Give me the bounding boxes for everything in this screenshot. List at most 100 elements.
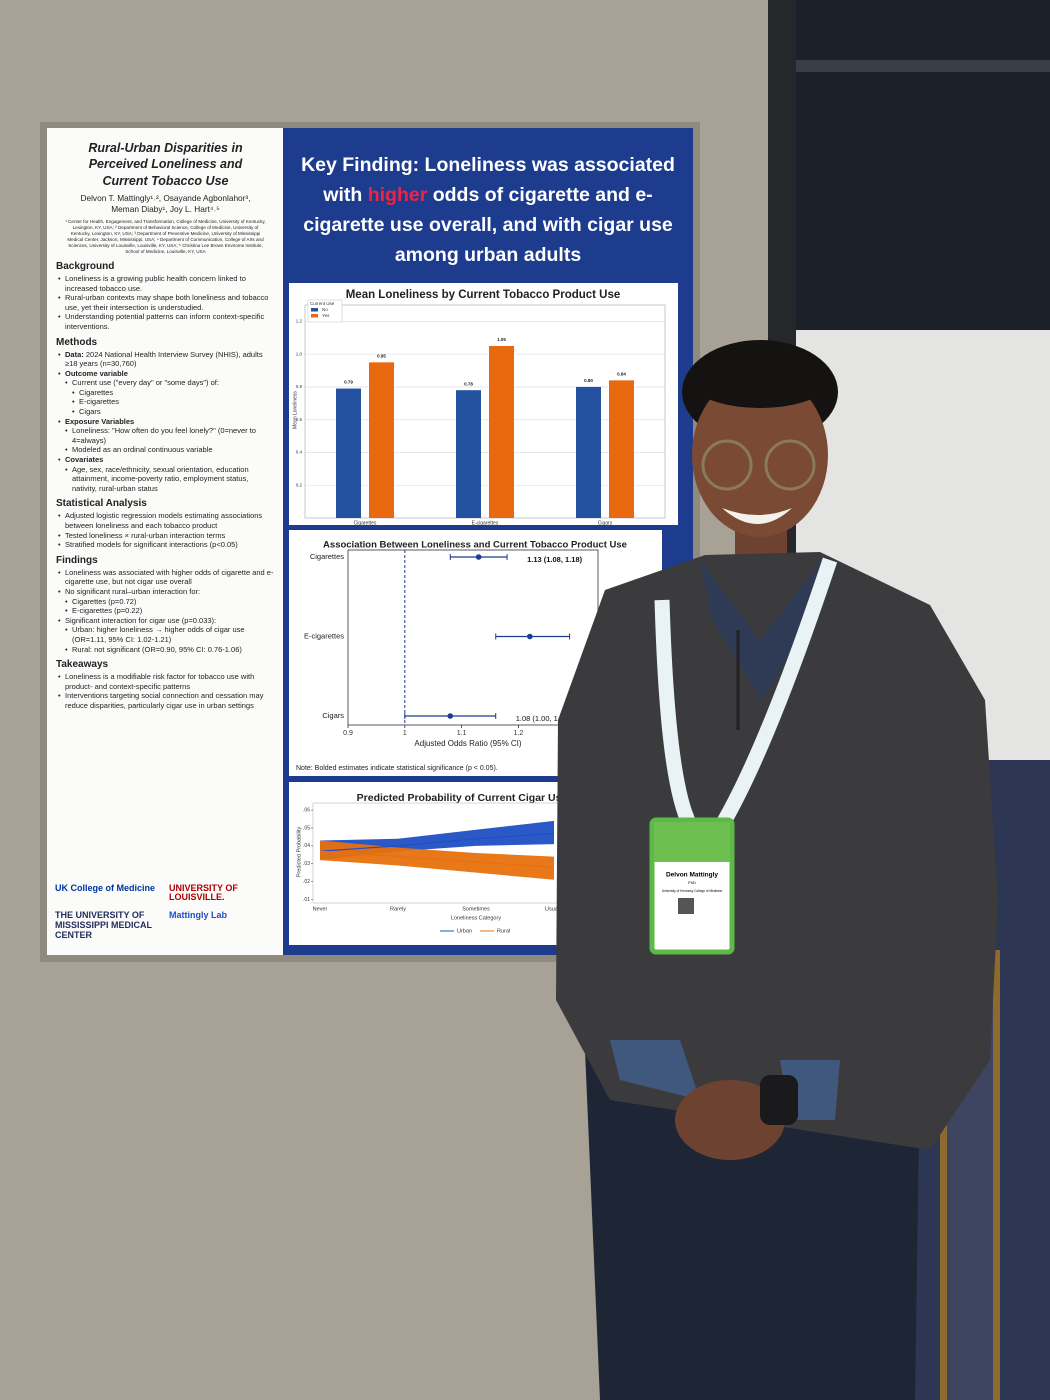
- x-tick-label: Rarely: [390, 906, 406, 912]
- item-text: Loneliness is a modifiable risk factor f…: [65, 672, 255, 691]
- item-text: Modeled as an ordinal continuous variabl…: [72, 445, 213, 455]
- hands: [675, 1080, 785, 1160]
- list-item: Loneliness is a growing public health co…: [56, 274, 275, 293]
- smile: [722, 508, 792, 524]
- line: [319, 850, 555, 868]
- item-text: Cigarettes: [79, 387, 114, 397]
- list-item: Interventions targeting social connectio…: [56, 691, 275, 710]
- list-item: Data: 2024 National Health Interview Sur…: [56, 350, 275, 369]
- poster-title: Rural-Urban Disparities in Perceived Lon…: [88, 141, 243, 188]
- x-tick-label: 1.1: [457, 730, 467, 737]
- y-tick-label: .01: [303, 897, 310, 903]
- y-tick-label: Cigars: [322, 711, 344, 720]
- x-tick-label: 0.9: [343, 730, 353, 737]
- y-tick-label: 0.6: [296, 417, 303, 422]
- value-label: 0.79: [344, 380, 353, 385]
- item-text: Stratified models for significant intera…: [65, 540, 238, 550]
- logo: UK College of Medicine: [55, 882, 156, 893]
- list-item: Age, sex, race/ethnicity, sexual orienta…: [63, 465, 275, 494]
- item-text: Loneliness was associated with higher od…: [65, 567, 274, 587]
- legend-swatch: [311, 308, 318, 312]
- legend-title: Current Use: [310, 301, 335, 306]
- value-label: 0.78: [464, 381, 473, 386]
- list-item: Cigarettes (p=0.72): [63, 597, 275, 607]
- bar: [369, 362, 394, 518]
- section-heading: Takeaways: [56, 659, 109, 671]
- value-label: 1.05: [497, 337, 506, 342]
- list-item: Tested loneliness × rural-urban interact…: [56, 531, 275, 541]
- hairline: [688, 348, 832, 408]
- x-tick-label: 1.2: [514, 730, 524, 737]
- list-item: Cigarettes: [70, 388, 275, 398]
- chart-title: Predicted Probability of Current Cigar U…: [357, 792, 568, 804]
- bar: [576, 386, 601, 518]
- item-text: 2024 National Health Interview Survey (N…: [65, 349, 263, 369]
- point-estimate: [475, 554, 482, 560]
- value-label: 1.13 (1.08, 1.18): [527, 555, 583, 564]
- qr-code: [678, 898, 694, 914]
- legend-label: Yes: [322, 313, 330, 318]
- bar: [489, 345, 514, 518]
- key-finding-highlight: higher: [367, 184, 428, 206]
- legend-swatch: [311, 314, 318, 318]
- legend-label: No: [322, 307, 328, 312]
- item-text: E-cigarettes (p=0.22): [72, 606, 143, 616]
- x-tick-label: Never: [313, 906, 328, 912]
- ceiling: [775, 0, 1050, 330]
- logo: Mattingly Lab: [169, 910, 227, 921]
- item-text: No significant rural–urban interaction f…: [65, 586, 201, 596]
- item-text: Adjusted logistic regression models esti…: [65, 511, 263, 530]
- key-finding-text: Key Finding: Loneliness was associated w…: [301, 154, 675, 206]
- item-label: Outcome variable: [65, 368, 128, 378]
- item-text: Loneliness: "How often do you feel lonel…: [72, 426, 256, 445]
- plot-frame: [304, 304, 666, 519]
- badge-degree: PhD: [688, 880, 696, 885]
- list-item: Cigars: [70, 407, 275, 417]
- x-tick-label: E-cigarettes: [472, 520, 499, 526]
- lanyard: [654, 599, 697, 829]
- poster-left-column: Rural-Urban Disparities in Perceived Lon…: [47, 128, 283, 955]
- x-tick-label: 1: [403, 730, 407, 737]
- item-text: Current use ("every day" or "some days")…: [72, 378, 219, 388]
- section-heading: Methods: [56, 336, 98, 348]
- lanyard: [715, 557, 838, 829]
- item-text: E-cigarettes: [79, 397, 120, 407]
- y-tick-label: .02: [303, 879, 310, 885]
- confidence-band: [320, 840, 554, 880]
- logos: UK College of Medicine UNIVERSITY OF LOUI…: [55, 882, 277, 941]
- list-item: Covariates: [56, 455, 275, 465]
- list-item: E-cigarettes (p=0.22): [63, 606, 275, 616]
- badge-header: [654, 822, 730, 862]
- y-tick-label: 0.2: [296, 482, 303, 487]
- list-item: Modeled as an ordinal continuous variabl…: [63, 445, 275, 455]
- face: [692, 373, 828, 537]
- list-item: Stratified models for significant intera…: [56, 540, 275, 550]
- x-axis-label: Loneliness Category: [451, 915, 501, 921]
- badge-affiliation: University of Kentucky College of Medici…: [662, 889, 723, 893]
- item-text: Age, sex, race/ethnicity, sexual orienta…: [72, 464, 249, 493]
- ceiling-truss: [795, 60, 1050, 72]
- item-text: Loneliness is a growing public health co…: [65, 273, 246, 293]
- key-finding: Key Finding: Loneliness was associated w…: [283, 128, 693, 278]
- list-item: Loneliness: "How often do you feel lonel…: [63, 426, 275, 445]
- y-tick-label: E-cigarettes: [304, 631, 344, 640]
- y-tick-label: 0.4: [296, 450, 303, 455]
- x-tick-label: Cigarettes: [354, 520, 377, 526]
- list-item: E-cigarettes: [70, 397, 275, 407]
- x-tick-label: Cigars: [598, 520, 613, 526]
- logo: UNIVERSITY OF LOUISVILLE.: [169, 882, 238, 903]
- glasses-lens: [701, 439, 753, 491]
- chart-title: Association Between Loneliness and Curre…: [323, 540, 627, 551]
- chart-note: Note: Bolded estimates indicate statisti…: [296, 765, 498, 772]
- list-item: Significant interaction for cigar use (p…: [56, 616, 275, 626]
- line: [319, 832, 555, 852]
- y-tick-label: 0.8: [296, 384, 303, 389]
- value-label: 0.95: [377, 354, 386, 359]
- y-tick-label: Cigarettes: [310, 552, 344, 561]
- list-item: Loneliness is a modifiable risk factor f…: [56, 672, 275, 691]
- item-label: Exposure Variables: [65, 416, 135, 426]
- trousers: [585, 1050, 920, 1400]
- x-tick-label: Sometimes: [462, 906, 490, 912]
- y-axis-label: Mean Loneliness: [292, 391, 298, 429]
